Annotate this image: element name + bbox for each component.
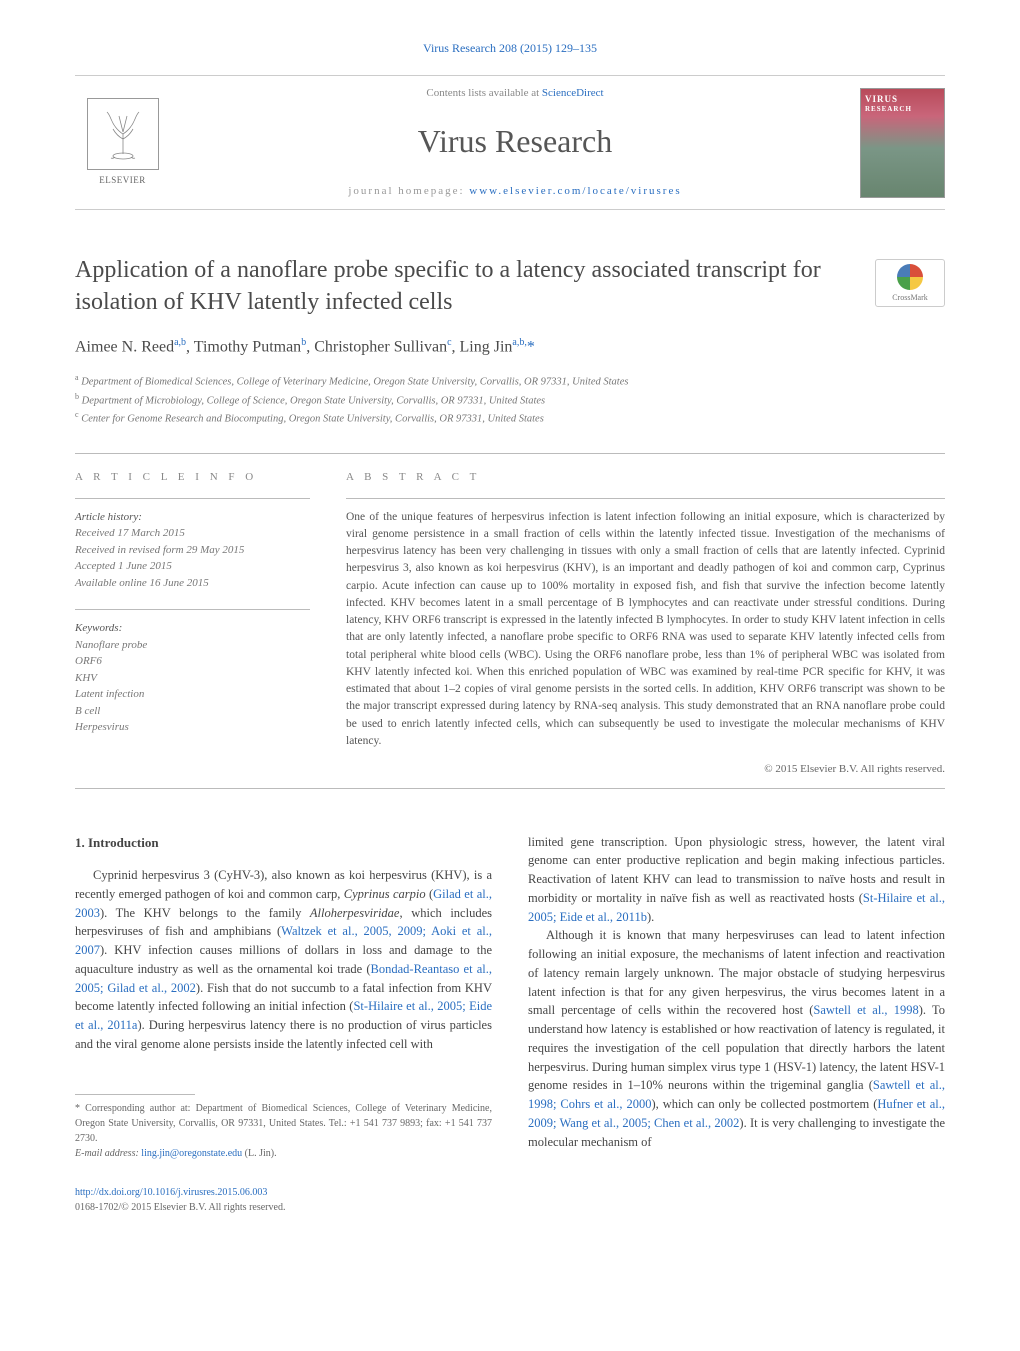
keyword-0: Nanoflare probe bbox=[75, 637, 310, 654]
crossmark-badge[interactable]: CrossMark bbox=[875, 259, 945, 307]
intro-para-3: Although it is known that many herpesvir… bbox=[528, 926, 945, 1151]
article-header: CrossMark Application of a nanoflare pro… bbox=[75, 255, 945, 427]
sciencedirect-link[interactable]: ScienceDirect bbox=[542, 87, 604, 99]
cover-title: VIRUS bbox=[865, 93, 940, 106]
keyword-5: Herpesvirus bbox=[75, 719, 310, 736]
affiliations: a Department of Biomedical Sciences, Col… bbox=[75, 372, 945, 427]
citation-link[interactable]: Virus Research 208 (2015) 129–135 bbox=[423, 41, 597, 55]
divider-top bbox=[75, 453, 945, 454]
issn-line: 0168-1702/© 2015 Elsevier B.V. All right… bbox=[75, 1200, 492, 1215]
journal-header-center: Contents lists available at ScienceDirec… bbox=[170, 86, 860, 200]
affiliation-b: b Department of Microbiology, College of… bbox=[75, 391, 945, 409]
article-info-sidebar: a r t i c l e i n f o Article history: R… bbox=[75, 470, 310, 777]
corresponding-footnote: * Corresponding author at: Department of… bbox=[75, 1101, 492, 1146]
body-columns: 1. Introduction Cyprinid herpesvirus 3 (… bbox=[75, 833, 945, 1215]
elsevier-tree-icon bbox=[87, 98, 159, 170]
history-label: Article history: bbox=[75, 509, 310, 526]
section-heading-intro: 1. Introduction bbox=[75, 833, 492, 853]
homepage-line: journal homepage: www.elsevier.com/locat… bbox=[170, 184, 860, 199]
bottom-meta: http://dx.doi.org/10.1016/j.virusres.201… bbox=[75, 1185, 492, 1215]
elsevier-logo: ELSEVIER bbox=[75, 98, 170, 187]
affiliation-a: a Department of Biomedical Sciences, Col… bbox=[75, 372, 945, 390]
homepage-link[interactable]: www.elsevier.com/locate/virusres bbox=[469, 185, 681, 197]
keywords-block: Keywords: Nanoflare probe ORF6 KHV Laten… bbox=[75, 620, 310, 736]
history-revised: Received in revised form 29 May 2015 bbox=[75, 542, 310, 559]
abstract-divider bbox=[346, 498, 945, 499]
crossmark-label: CrossMark bbox=[892, 292, 928, 303]
divider-bottom bbox=[75, 788, 945, 789]
publisher-bar: ELSEVIER Contents lists available at Sci… bbox=[75, 75, 945, 211]
doi-link[interactable]: http://dx.doi.org/10.1016/j.virusres.201… bbox=[75, 1187, 267, 1198]
cover-subtitle: RESEARCH bbox=[865, 105, 940, 115]
footnotes: * Corresponding author at: Department of… bbox=[75, 1101, 492, 1161]
journal-cover-thumbnail: VIRUS RESEARCH bbox=[860, 88, 945, 198]
email-footnote: E-mail address: ling.jin@oregonstate.edu… bbox=[75, 1146, 492, 1161]
info-divider-2 bbox=[75, 609, 310, 610]
abstract-text: One of the unique features of herpesviru… bbox=[346, 509, 945, 751]
affiliation-c: c Center for Genome Research and Biocomp… bbox=[75, 409, 945, 427]
contents-line: Contents lists available at ScienceDirec… bbox=[170, 86, 860, 101]
history-accepted: Accepted 1 June 2015 bbox=[75, 558, 310, 575]
body-column-right: limited gene transcription. Upon physiol… bbox=[528, 833, 945, 1215]
email-link[interactable]: ling.jin@oregonstate.edu bbox=[141, 1148, 242, 1159]
info-abstract-row: a r t i c l e i n f o Article history: R… bbox=[75, 470, 945, 777]
intro-para-2: limited gene transcription. Upon physiol… bbox=[528, 833, 945, 927]
article-history-block: Article history: Received 17 March 2015 … bbox=[75, 509, 310, 592]
crossmark-icon bbox=[897, 264, 923, 290]
article-title: Application of a nanoflare probe specifi… bbox=[75, 255, 945, 317]
history-online: Available online 16 June 2015 bbox=[75, 575, 310, 592]
top-citation: Virus Research 208 (2015) 129–135 bbox=[75, 40, 945, 57]
footnote-separator bbox=[75, 1094, 195, 1095]
elsevier-label: ELSEVIER bbox=[99, 174, 146, 187]
authors-line: Aimee N. Reeda,b, Timothy Putmanb, Chris… bbox=[75, 336, 945, 359]
body-column-left: 1. Introduction Cyprinid herpesvirus 3 (… bbox=[75, 833, 492, 1215]
abstract-copyright: © 2015 Elsevier B.V. All rights reserved… bbox=[346, 762, 945, 777]
abstract-heading: a b s t r a c t bbox=[346, 470, 945, 485]
keyword-4: B cell bbox=[75, 703, 310, 720]
history-received: Received 17 March 2015 bbox=[75, 525, 310, 542]
keyword-1: ORF6 bbox=[75, 653, 310, 670]
abstract-column: a b s t r a c t One of the unique featur… bbox=[346, 470, 945, 777]
journal-title: Virus Research bbox=[170, 119, 860, 164]
article-info-heading: a r t i c l e i n f o bbox=[75, 470, 310, 485]
keyword-2: KHV bbox=[75, 670, 310, 687]
info-divider bbox=[75, 498, 310, 499]
intro-para-1: Cyprinid herpesvirus 3 (CyHV-3), also kn… bbox=[75, 866, 492, 1054]
keyword-3: Latent infection bbox=[75, 686, 310, 703]
keywords-label: Keywords: bbox=[75, 620, 310, 637]
